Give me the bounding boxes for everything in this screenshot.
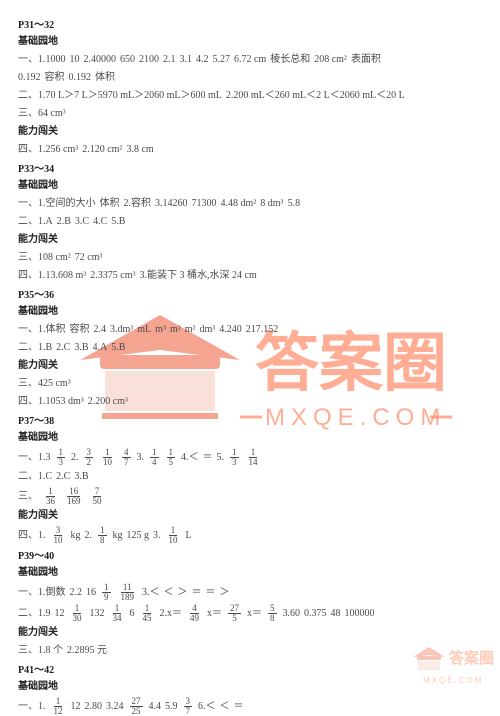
page-head: P33～34 [18,162,482,178]
section-title: 能力闯关 [18,232,482,248]
fraction: 114 [247,448,260,467]
section-title: 能力闯关 [18,358,482,374]
text-row: 二、1.912 130 132 134 6 145 2.x＝ 449 x＝ 27… [18,604,482,623]
fraction: 449 [188,604,201,623]
fraction: 19 [102,583,111,602]
text-row: 四、1. 310 kg 2. 18 kg 125 g 3. 110 L [18,526,482,545]
document-body: P31～32 基础园地 一、1.1000102.4000065021002.13… [18,18,482,716]
section-title: 基础园地 [18,679,482,695]
text-row: 二、1.B2.C3.B4.A5.B [18,340,482,356]
text-row: 一、1. 112 122.803.24 2725 4.45.9 37 6.＜＜＝ [18,697,482,716]
text-row: 二、1.70 L＞7 L＞5970 mL＞2060 mL＞600 mL2.200… [18,88,482,104]
fraction: 2725 [130,697,143,716]
section-title: 能力闯关 [18,508,482,524]
text-row: 三、108 cm²72 cm³ [18,250,482,266]
fraction: 15 [167,448,176,467]
fraction: 112 [52,697,65,716]
section-title: 基础园地 [18,178,482,194]
fraction: 145 [141,604,154,623]
fraction: 14 [150,448,159,467]
page-head: P35～36 [18,288,482,304]
text-row: 一、1.1000102.4000065021002.13.14.25.276.7… [18,52,482,68]
fraction: 134 [111,604,124,623]
fraction: 13 [57,448,66,467]
fraction: 37 [184,697,193,716]
fraction: 18 [98,526,107,545]
fraction: 11189 [119,583,137,602]
fraction: 13 [230,448,239,467]
fraction: 16169 [65,487,83,506]
section-title: 基础园地 [18,304,482,320]
text-row: 0.192容积0.192体积 [18,70,482,86]
text-row: 三、64 cm³ [18,106,482,122]
fraction: 32 [85,448,94,467]
text-row: 四、1.13.608 m³2.3375 cm³3.能装下 3 桶水,水深 24 … [18,268,482,284]
fraction: 130 [71,604,84,623]
section-title: 基础园地 [18,565,482,581]
fraction: 750 [91,487,104,506]
page-head: P39～40 [18,549,482,565]
fraction: 310 [52,526,65,545]
fraction: 58 [268,604,277,623]
fraction: 110 [167,526,180,545]
section-title: 能力闯关 [18,124,482,140]
fraction: 136 [44,487,57,506]
fraction: 110 [101,448,114,467]
section-title: 基础园地 [18,430,482,446]
text-row: 一、1.体积容积2.43.dm³mLm³m²m²dm³4.240217.152 [18,322,482,338]
fraction: 275 [228,604,241,623]
page-head: P31～32 [18,18,482,34]
section-title: 能力闯关 [18,625,482,641]
page-head: P41～42 [18,663,482,679]
text-row: 一、1.空间的大小体积2.容积3.14260713004.48 dm²8 dm³… [18,196,482,212]
page-head: P37～38 [18,414,482,430]
fraction: 47 [122,448,131,467]
text-row: 三、1.8 个2.2895 元 [18,643,482,659]
text-row: 四、1.256 cm³2.120 cm²3.8 cm [18,142,482,158]
text-row: 四、1.1053 dm³2.200 cm³ [18,394,482,410]
text-row: 二、1.C2.C3.B [18,469,482,485]
text-row: 一、1.倒数 2.216 19 11189 3.＜＜＞＝＝＞ [18,583,482,602]
text-row: 一、1.3 13 2. 32 110 47 3. 14 15 4.＜＝ 5. 1… [18,448,482,467]
text-row: 三、 136 16169 750 [18,487,482,506]
text-row: 三、425 cm³ [18,376,482,392]
text-row: 二、1.A2.B3.C4.C5.B [18,214,482,230]
section-title: 基础园地 [18,34,482,50]
